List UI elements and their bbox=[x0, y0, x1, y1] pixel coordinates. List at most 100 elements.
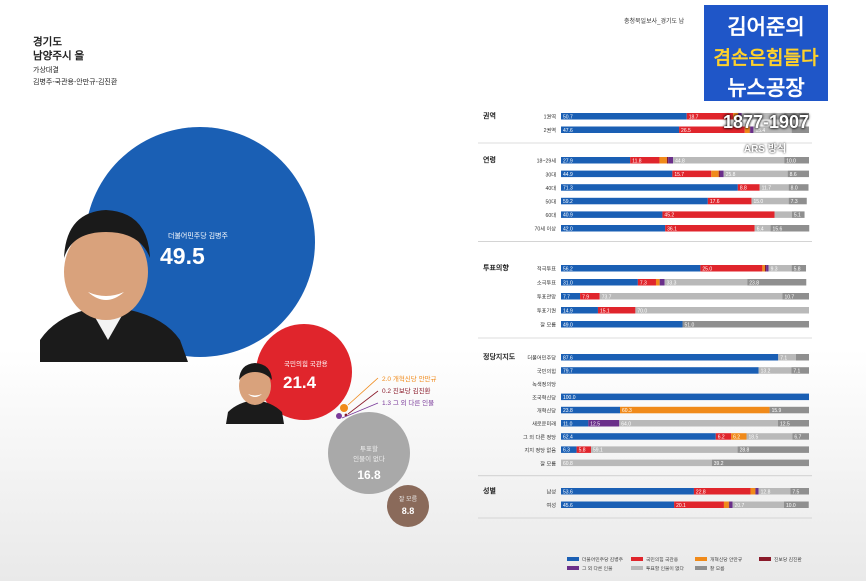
bar-value-label: 28.8 bbox=[740, 448, 750, 454]
bar-value-label: 64.0 bbox=[621, 421, 631, 427]
bar-value-label: 44.8 bbox=[675, 158, 685, 164]
phone-range: 1877-1907 bbox=[722, 112, 810, 132]
row-label: 투표관망 bbox=[537, 294, 556, 301]
bar-value-label: 7.7 bbox=[563, 294, 570, 300]
row-label: 개혁신당 bbox=[537, 407, 556, 415]
bar-value-label: 49.0 bbox=[563, 322, 573, 328]
news-factory-logo: 김어준의 겸손은힘들다 뉴스공장 bbox=[704, 5, 828, 101]
bar-value-label: 18.7 bbox=[689, 114, 699, 120]
row-label: 새로운미래 bbox=[532, 420, 556, 428]
row-label: 60대 bbox=[545, 211, 556, 219]
bar-segment bbox=[718, 170, 720, 178]
bar-segment bbox=[784, 113, 809, 120]
bar-value-label: 15.9 bbox=[772, 408, 782, 414]
row-label: 잘 모름 bbox=[540, 459, 556, 467]
bar-value-label: 8.0 bbox=[791, 186, 798, 192]
bar-value-label: 8.6 bbox=[790, 172, 797, 178]
bubble-other bbox=[336, 413, 342, 419]
bar-segment bbox=[731, 433, 747, 440]
bar-segment bbox=[561, 420, 589, 427]
bar-segment bbox=[733, 113, 739, 120]
bar-value-label: 15.4 bbox=[755, 128, 765, 134]
bar-segment bbox=[599, 293, 783, 300]
bar-segment bbox=[759, 184, 789, 191]
bar-segment bbox=[561, 113, 687, 120]
legend-swatch bbox=[631, 566, 643, 570]
bubble-undecided-label2: 인물이 없다 bbox=[353, 454, 385, 463]
bar-segment bbox=[561, 406, 621, 414]
bubble-main bbox=[85, 127, 315, 357]
bar-segment bbox=[764, 265, 767, 272]
row-label: 40대 bbox=[545, 184, 556, 192]
legend-swatch bbox=[695, 566, 707, 570]
bar-segment bbox=[561, 126, 680, 133]
bar-segment bbox=[561, 184, 738, 191]
source-text: 충청북일보사_경기도 남 bbox=[624, 19, 685, 25]
legend-swatch bbox=[567, 557, 579, 561]
bar-segment bbox=[749, 126, 751, 133]
row-label: 더불어민주당 bbox=[527, 354, 556, 362]
bar-value-label: 13.2 bbox=[761, 369, 771, 375]
bubble-undecided-value: 16.8 bbox=[357, 468, 381, 482]
group-label: 투표의향 bbox=[483, 263, 509, 272]
bar-value-label: 70.0 bbox=[637, 308, 647, 314]
row-label: 1권역 bbox=[544, 113, 557, 121]
bar-segment bbox=[561, 488, 694, 495]
bar-segment bbox=[738, 113, 742, 120]
bar-value-label: 18.5 bbox=[749, 435, 759, 441]
minor-candidate-0: 2.0 개혁신당 안만규 bbox=[382, 374, 437, 383]
bar-value-label: 11.7 bbox=[762, 186, 772, 192]
bar-segment bbox=[672, 170, 712, 178]
legend-swatch bbox=[631, 557, 643, 561]
bar-segment bbox=[561, 225, 666, 232]
bar-value-label: 20.7 bbox=[735, 503, 745, 509]
candidate-photo-main bbox=[40, 210, 188, 362]
row-label: 그 외 다른 정당 bbox=[523, 433, 556, 441]
bar-value-label: 27.9 bbox=[563, 158, 573, 164]
bubble-dontknow-label: 잘 모름 bbox=[399, 495, 418, 503]
bar-segment bbox=[561, 293, 581, 300]
bar-segment bbox=[746, 433, 793, 440]
minor-candidate-1: 0.2 진보당 김진환 bbox=[382, 386, 431, 395]
bubble-main-label: 더불어민주당 김병주 bbox=[168, 231, 228, 240]
bar-segment bbox=[693, 488, 751, 495]
bar-segment bbox=[791, 211, 805, 218]
bar-segment bbox=[637, 279, 656, 286]
bar-segment bbox=[679, 126, 745, 133]
region-line1: 경기도 bbox=[33, 36, 62, 48]
legend-label: 잘 모름 bbox=[710, 565, 725, 572]
bar-segment bbox=[659, 279, 665, 286]
bar-segment bbox=[774, 211, 792, 218]
bar-segment bbox=[778, 420, 809, 427]
bar-value-label: 20.1 bbox=[676, 503, 686, 509]
row-label: 잘 모름 bbox=[540, 321, 556, 329]
bar-value-label: 47.6 bbox=[563, 128, 573, 134]
bar-segment bbox=[561, 321, 683, 328]
bar-value-label: 17.6 bbox=[710, 199, 720, 205]
group-label: 정당지지도 bbox=[483, 352, 516, 361]
bar-segment bbox=[741, 113, 785, 120]
bar-value-label: 79.7 bbox=[563, 369, 573, 375]
legend-label: 국민의힘 국관용 bbox=[646, 556, 679, 563]
bar-segment bbox=[762, 265, 765, 272]
bar-segment bbox=[561, 170, 673, 178]
bar-value-label: 23.8 bbox=[563, 408, 573, 414]
row-label: 지지 정당 없음 bbox=[524, 446, 556, 454]
bar-value-label: 56.2 bbox=[563, 266, 573, 272]
bar-value-label: 11.0 bbox=[563, 421, 573, 427]
bar-value-label: 14.9 bbox=[563, 308, 573, 314]
legend-label: 더불어민주당 김병주 bbox=[582, 556, 624, 563]
row-label: 여성 bbox=[546, 501, 556, 509]
bar-value-label: 8.8 bbox=[740, 186, 747, 192]
bar-segment bbox=[768, 265, 792, 272]
bar-segment bbox=[561, 501, 675, 508]
bar-value-label: 36.1 bbox=[667, 226, 677, 232]
bubble-undecided bbox=[328, 412, 410, 494]
row-label: 투표기권 bbox=[537, 307, 556, 315]
bar-value-label: 62.4 bbox=[563, 435, 573, 441]
bar-value-label: 60.3 bbox=[622, 408, 632, 414]
legend-swatch bbox=[759, 557, 771, 561]
bar-segment bbox=[737, 184, 760, 191]
bar-segment bbox=[737, 446, 809, 453]
